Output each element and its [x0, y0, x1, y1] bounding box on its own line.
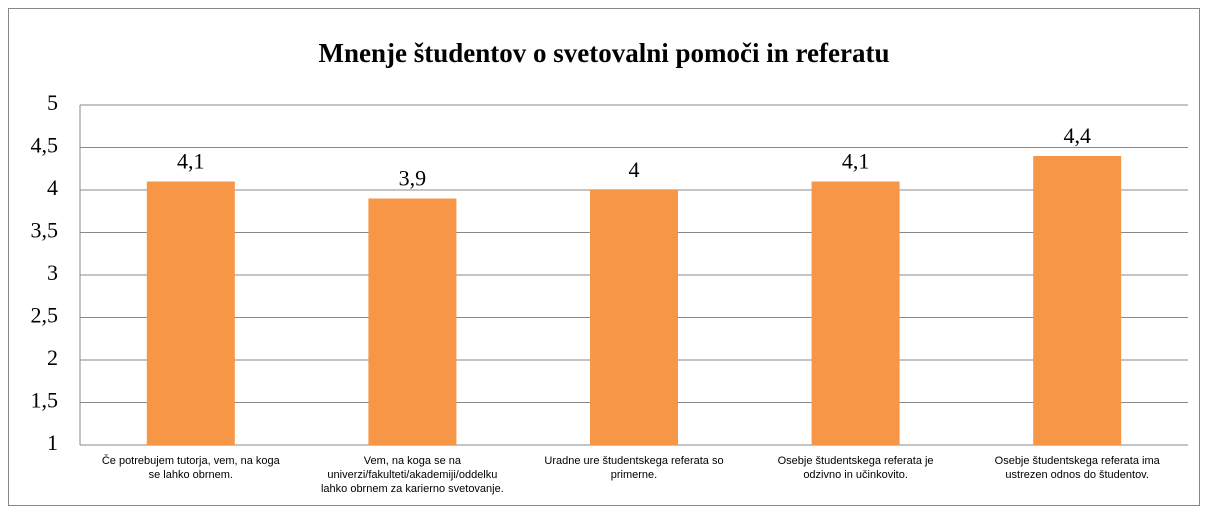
y-tick-label: 4 — [47, 175, 58, 200]
bar — [146, 181, 235, 445]
bar — [1033, 156, 1122, 445]
bar — [590, 190, 678, 445]
chart-title: Mnenje študentov o svetovalni pomoči in … — [319, 38, 890, 68]
y-tick-label: 3 — [47, 260, 58, 285]
y-tick-label: 2 — [47, 345, 58, 370]
chart-frame — [8, 8, 1200, 506]
x-tick-label: Če potrebujem tutorja, vem, na koga se l… — [101, 455, 280, 481]
x-tick-label: Uradne ure študentskega referata so prim… — [544, 455, 724, 481]
value-label: 4 — [629, 157, 640, 182]
y-tick-label: 4,5 — [31, 133, 59, 158]
x-tick-label: Vem, na koga se na univerzi/fakulteti/ak… — [320, 455, 504, 495]
bar — [368, 198, 457, 445]
value-label: 4,1 — [177, 149, 205, 174]
x-tick-label: Osebje študentskega referata ima ustreze… — [994, 455, 1160, 481]
x-tick-label: Osebje študentskega referata je odzivno … — [777, 455, 934, 481]
value-label: 3,9 — [399, 166, 427, 191]
y-tick-label: 1,5 — [31, 388, 59, 413]
bar — [811, 181, 900, 445]
value-label: 4,1 — [842, 149, 870, 174]
value-label: 4,4 — [1063, 123, 1091, 148]
y-tick-label: 5 — [47, 90, 58, 115]
y-tick-label: 2,5 — [31, 303, 59, 328]
y-tick-label: 1 — [47, 430, 58, 455]
y-tick-label: 3,5 — [31, 218, 59, 243]
